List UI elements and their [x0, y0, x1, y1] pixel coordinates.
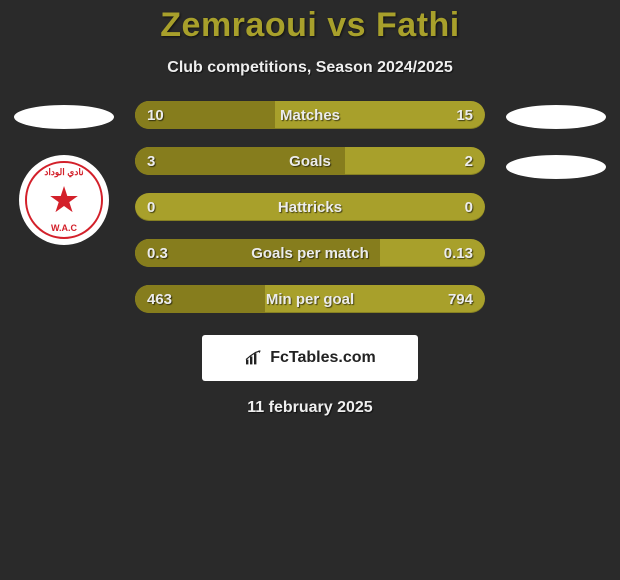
stat-value-right: 0.13	[444, 245, 473, 262]
stat-bar-mpg: 463 Min per goal 794	[135, 285, 485, 313]
bar-chart-icon	[244, 350, 264, 366]
stat-value-right: 0	[465, 199, 473, 216]
right-column	[501, 101, 611, 179]
stat-label: Min per goal	[266, 291, 354, 308]
stat-value-left: 10	[147, 107, 164, 124]
player-photo-placeholder-right-1	[506, 105, 606, 129]
brand-text: FcTables.com	[270, 349, 376, 367]
stat-value-right: 2	[465, 153, 473, 170]
brand-box[interactable]: FcTables.com	[202, 335, 418, 381]
star-icon: ★	[48, 182, 80, 218]
club-arc-top: نادي الوداد	[44, 167, 83, 178]
club-badge-inner: نادي الوداد ★ W.A.C	[25, 161, 103, 239]
stat-value-left: 0	[147, 199, 155, 216]
stat-value-right: 15	[456, 107, 473, 124]
stat-bars: 10 Matches 15 3 Goals 2 0 Hattricks 0	[135, 101, 485, 313]
stat-value-left: 0.3	[147, 245, 168, 262]
stat-label: Hattricks	[278, 199, 342, 216]
left-column: نادي الوداد ★ W.A.C	[9, 101, 119, 245]
stat-bar-gpm: 0.3 Goals per match 0.13	[135, 239, 485, 267]
stat-label: Goals	[289, 153, 331, 170]
stat-bar-hattricks: 0 Hattricks 0	[135, 193, 485, 221]
main-row: نادي الوداد ★ W.A.C 10 Matches 15 3 Goal…	[0, 101, 620, 313]
date-line: 11 february 2025	[0, 399, 620, 417]
page-title: Zemraoui vs Fathi	[0, 6, 620, 45]
player-photo-placeholder-right-2	[506, 155, 606, 179]
stat-label: Goals per match	[251, 245, 369, 262]
player-photo-placeholder-left	[14, 105, 114, 129]
comparison-card: Zemraoui vs Fathi Club competitions, Sea…	[0, 0, 620, 417]
stat-label: Matches	[280, 107, 340, 124]
club-arc-bottom: W.A.C	[51, 223, 77, 233]
stat-value-right: 794	[448, 291, 473, 308]
stat-value-left: 463	[147, 291, 172, 308]
stat-bar-matches: 10 Matches 15	[135, 101, 485, 129]
stat-bar-goals: 3 Goals 2	[135, 147, 485, 175]
stat-value-left: 3	[147, 153, 155, 170]
subtitle: Club competitions, Season 2024/2025	[0, 59, 620, 77]
club-badge-left: نادي الوداد ★ W.A.C	[19, 155, 109, 245]
